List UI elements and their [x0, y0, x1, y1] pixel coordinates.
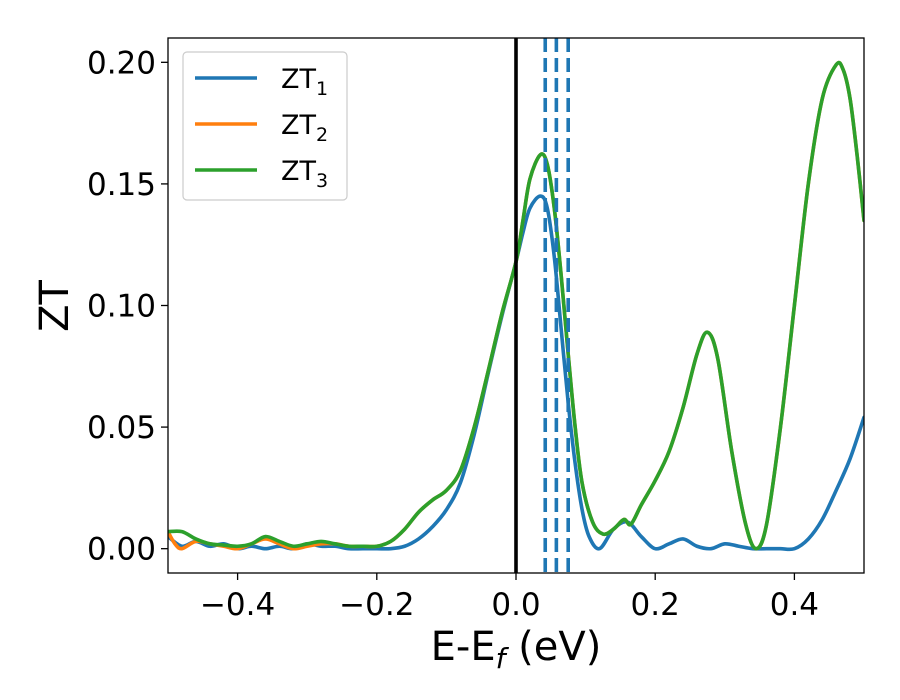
- x-tick-label: −0.2: [339, 587, 414, 623]
- y-axis: 0.00 0.05 0.10 0.15 0.20: [87, 45, 168, 568]
- x-axis-title: E-Ef (eV): [431, 624, 602, 675]
- x-tick-label: 0.4: [770, 587, 819, 623]
- y-tick-label: 0.20: [87, 45, 156, 81]
- legend-label-zt2: ZT2: [281, 110, 328, 146]
- y-tick-label: 0.10: [87, 289, 156, 325]
- x-tick-label: 0.2: [631, 587, 680, 623]
- y-tick-label: 0.15: [87, 167, 156, 203]
- legend-box: [182, 51, 348, 201]
- y-tick-label: 0.05: [87, 410, 156, 446]
- y-tick-label: 0.00: [87, 532, 156, 568]
- x-tick-label: −0.4: [200, 587, 275, 623]
- x-tick-label: 0.0: [491, 587, 540, 623]
- vline-layer: [514, 38, 571, 573]
- x-axis: −0.4 −0.2 0.0 0.2 0.4: [200, 573, 819, 623]
- series-line-zt3: [168, 60, 864, 551]
- legend-label-zt3: ZT3: [281, 156, 328, 192]
- series-layer: [168, 60, 864, 552]
- y-axis-title: ZT: [32, 280, 78, 332]
- legend-label-zt1: ZT1: [281, 64, 328, 100]
- legend: ZT1 ZT2 ZT3: [182, 51, 348, 201]
